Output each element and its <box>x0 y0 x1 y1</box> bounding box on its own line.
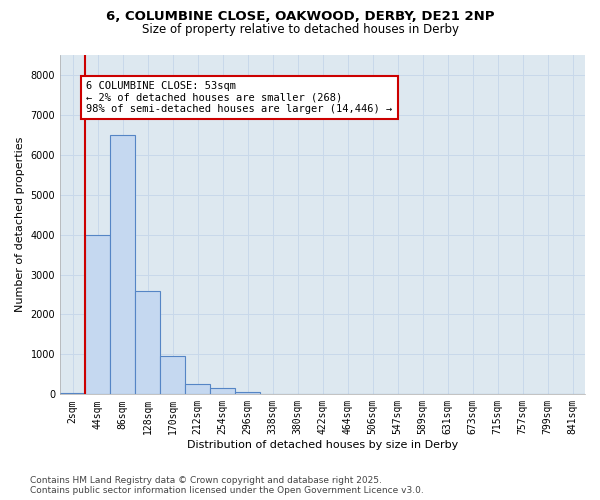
Bar <box>60 393 85 394</box>
Bar <box>110 135 135 394</box>
Bar <box>160 356 185 395</box>
Text: Contains HM Land Registry data © Crown copyright and database right 2025.
Contai: Contains HM Land Registry data © Crown c… <box>30 476 424 495</box>
Y-axis label: Number of detached properties: Number of detached properties <box>15 137 25 312</box>
Text: Size of property relative to detached houses in Derby: Size of property relative to detached ho… <box>142 22 458 36</box>
Bar <box>235 392 260 394</box>
Bar <box>185 384 210 394</box>
Bar <box>210 388 235 394</box>
Text: 6 COLUMBINE CLOSE: 53sqm
← 2% of detached houses are smaller (268)
98% of semi-d: 6 COLUMBINE CLOSE: 53sqm ← 2% of detache… <box>86 81 392 114</box>
Text: 6, COLUMBINE CLOSE, OAKWOOD, DERBY, DE21 2NP: 6, COLUMBINE CLOSE, OAKWOOD, DERBY, DE21… <box>106 10 494 23</box>
Bar <box>135 290 160 395</box>
X-axis label: Distribution of detached houses by size in Derby: Distribution of detached houses by size … <box>187 440 458 450</box>
Bar <box>85 234 110 394</box>
